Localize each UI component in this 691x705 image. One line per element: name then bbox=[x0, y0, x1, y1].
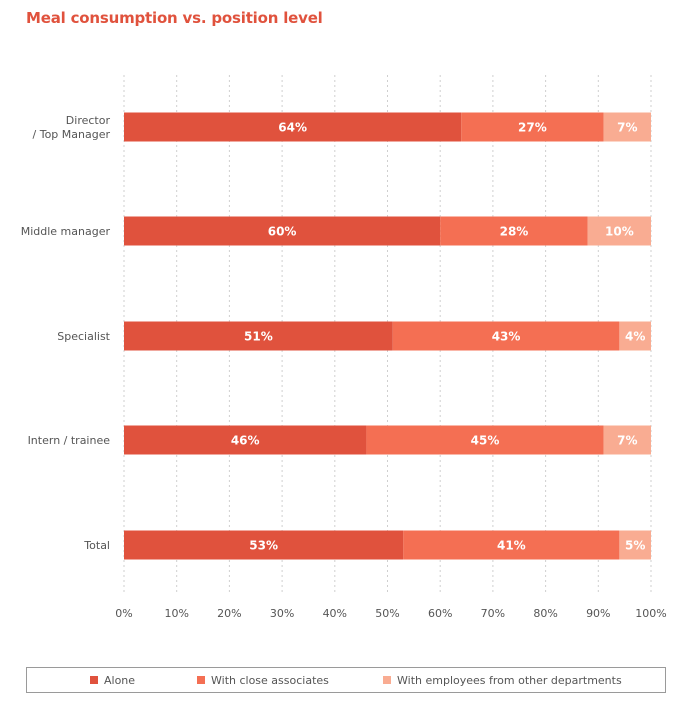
data-label: 64% bbox=[278, 121, 307, 135]
legend-label-other-departments: With employees from other departments bbox=[397, 673, 622, 687]
legend-swatch-other-departments bbox=[383, 676, 391, 684]
chart-title: Meal consumption vs. position level bbox=[26, 9, 323, 27]
bar-segment-alone bbox=[124, 216, 441, 246]
data-label: 4% bbox=[625, 330, 645, 344]
bar-segment-alone bbox=[124, 425, 367, 455]
x-tick-label: 80% bbox=[533, 607, 557, 620]
data-label: 28% bbox=[500, 225, 529, 239]
bar-segment-with-close-associates bbox=[392, 321, 620, 351]
bar-segment-with-employees-from-other-departments bbox=[603, 112, 651, 142]
data-label: 43% bbox=[492, 330, 521, 344]
bar-segment-with-employees-from-other-departments bbox=[619, 321, 651, 351]
category-label: Middle manager bbox=[21, 225, 111, 238]
bar-chart: 64% 27% 7% 60% 28% 10% 51% 43% 4% 46% 45% 7% 53% 41% 5… bbox=[21, 75, 667, 620]
legend-label-alone: Alone bbox=[104, 673, 136, 687]
bar-segment-with-employees-from-other-departments bbox=[619, 530, 651, 560]
x-tick-label: 70% bbox=[481, 607, 505, 620]
data-label: 7% bbox=[617, 121, 637, 135]
data-label: 46% bbox=[231, 434, 260, 448]
data-label: 60% bbox=[268, 225, 297, 239]
x-tick-label: 10% bbox=[164, 607, 188, 620]
data-label: 10% bbox=[605, 225, 634, 239]
category-label: Director / Top Manager bbox=[33, 114, 111, 141]
data-label: 51% bbox=[244, 330, 273, 344]
x-tick-label: 40% bbox=[323, 607, 347, 620]
x-tick-label: 60% bbox=[428, 607, 452, 620]
legend-swatch-alone bbox=[90, 676, 98, 684]
x-tick-label: 50% bbox=[375, 607, 399, 620]
x-tick-label: 30% bbox=[270, 607, 294, 620]
data-label: 7% bbox=[617, 434, 637, 448]
category-label: Specialist bbox=[57, 330, 110, 343]
bar-segment-with-employees-from-other-departments bbox=[603, 425, 651, 455]
bar-segment-with-close-associates bbox=[440, 216, 588, 246]
legend-item-other-departments: With employees from other departments bbox=[383, 668, 622, 692]
bar-segment-with-close-associates bbox=[366, 425, 604, 455]
bars bbox=[124, 112, 651, 560]
data-label: 41% bbox=[497, 539, 526, 553]
data-label: 45% bbox=[471, 434, 500, 448]
data-label: 53% bbox=[249, 539, 278, 553]
x-tick-label: 0% bbox=[115, 607, 132, 620]
legend-label-close-associates: With close associates bbox=[211, 673, 329, 687]
bar-segment-alone bbox=[124, 530, 404, 560]
legend-item-close-associates: With close associates bbox=[197, 668, 329, 692]
category-labels: Director / Top Manager Middle manager Speci… bbox=[21, 114, 111, 552]
category-label: Total bbox=[83, 539, 110, 552]
bar-segment-with-employees-from-other-departments bbox=[587, 216, 651, 246]
x-tick-label: 90% bbox=[586, 607, 610, 620]
x-tick-label: 20% bbox=[217, 607, 241, 620]
data-label: 5% bbox=[625, 539, 645, 553]
bar-segment-with-close-associates bbox=[461, 112, 604, 142]
x-tick-label: 100% bbox=[635, 607, 666, 620]
bar-segment-with-close-associates bbox=[403, 530, 620, 560]
legend: Alone With close associates With employe… bbox=[26, 667, 666, 693]
x-axis-ticks: 0% 10% 20% 30% 40% 50% 60% 70% 80% 90% 100% bbox=[115, 607, 666, 620]
legend-item-alone: Alone bbox=[90, 668, 135, 692]
legend-swatch-close-associates bbox=[197, 676, 205, 684]
bar-segment-alone bbox=[124, 321, 393, 351]
category-label: Intern / trainee bbox=[28, 434, 111, 447]
bar-segment-alone bbox=[124, 112, 462, 142]
data-labels: 64% 27% 7% 60% 28% 10% 51% 43% 4% 46% 45% 7% 53% 41% 5… bbox=[231, 121, 646, 553]
data-label: 27% bbox=[518, 121, 547, 135]
grid bbox=[123, 75, 652, 592]
